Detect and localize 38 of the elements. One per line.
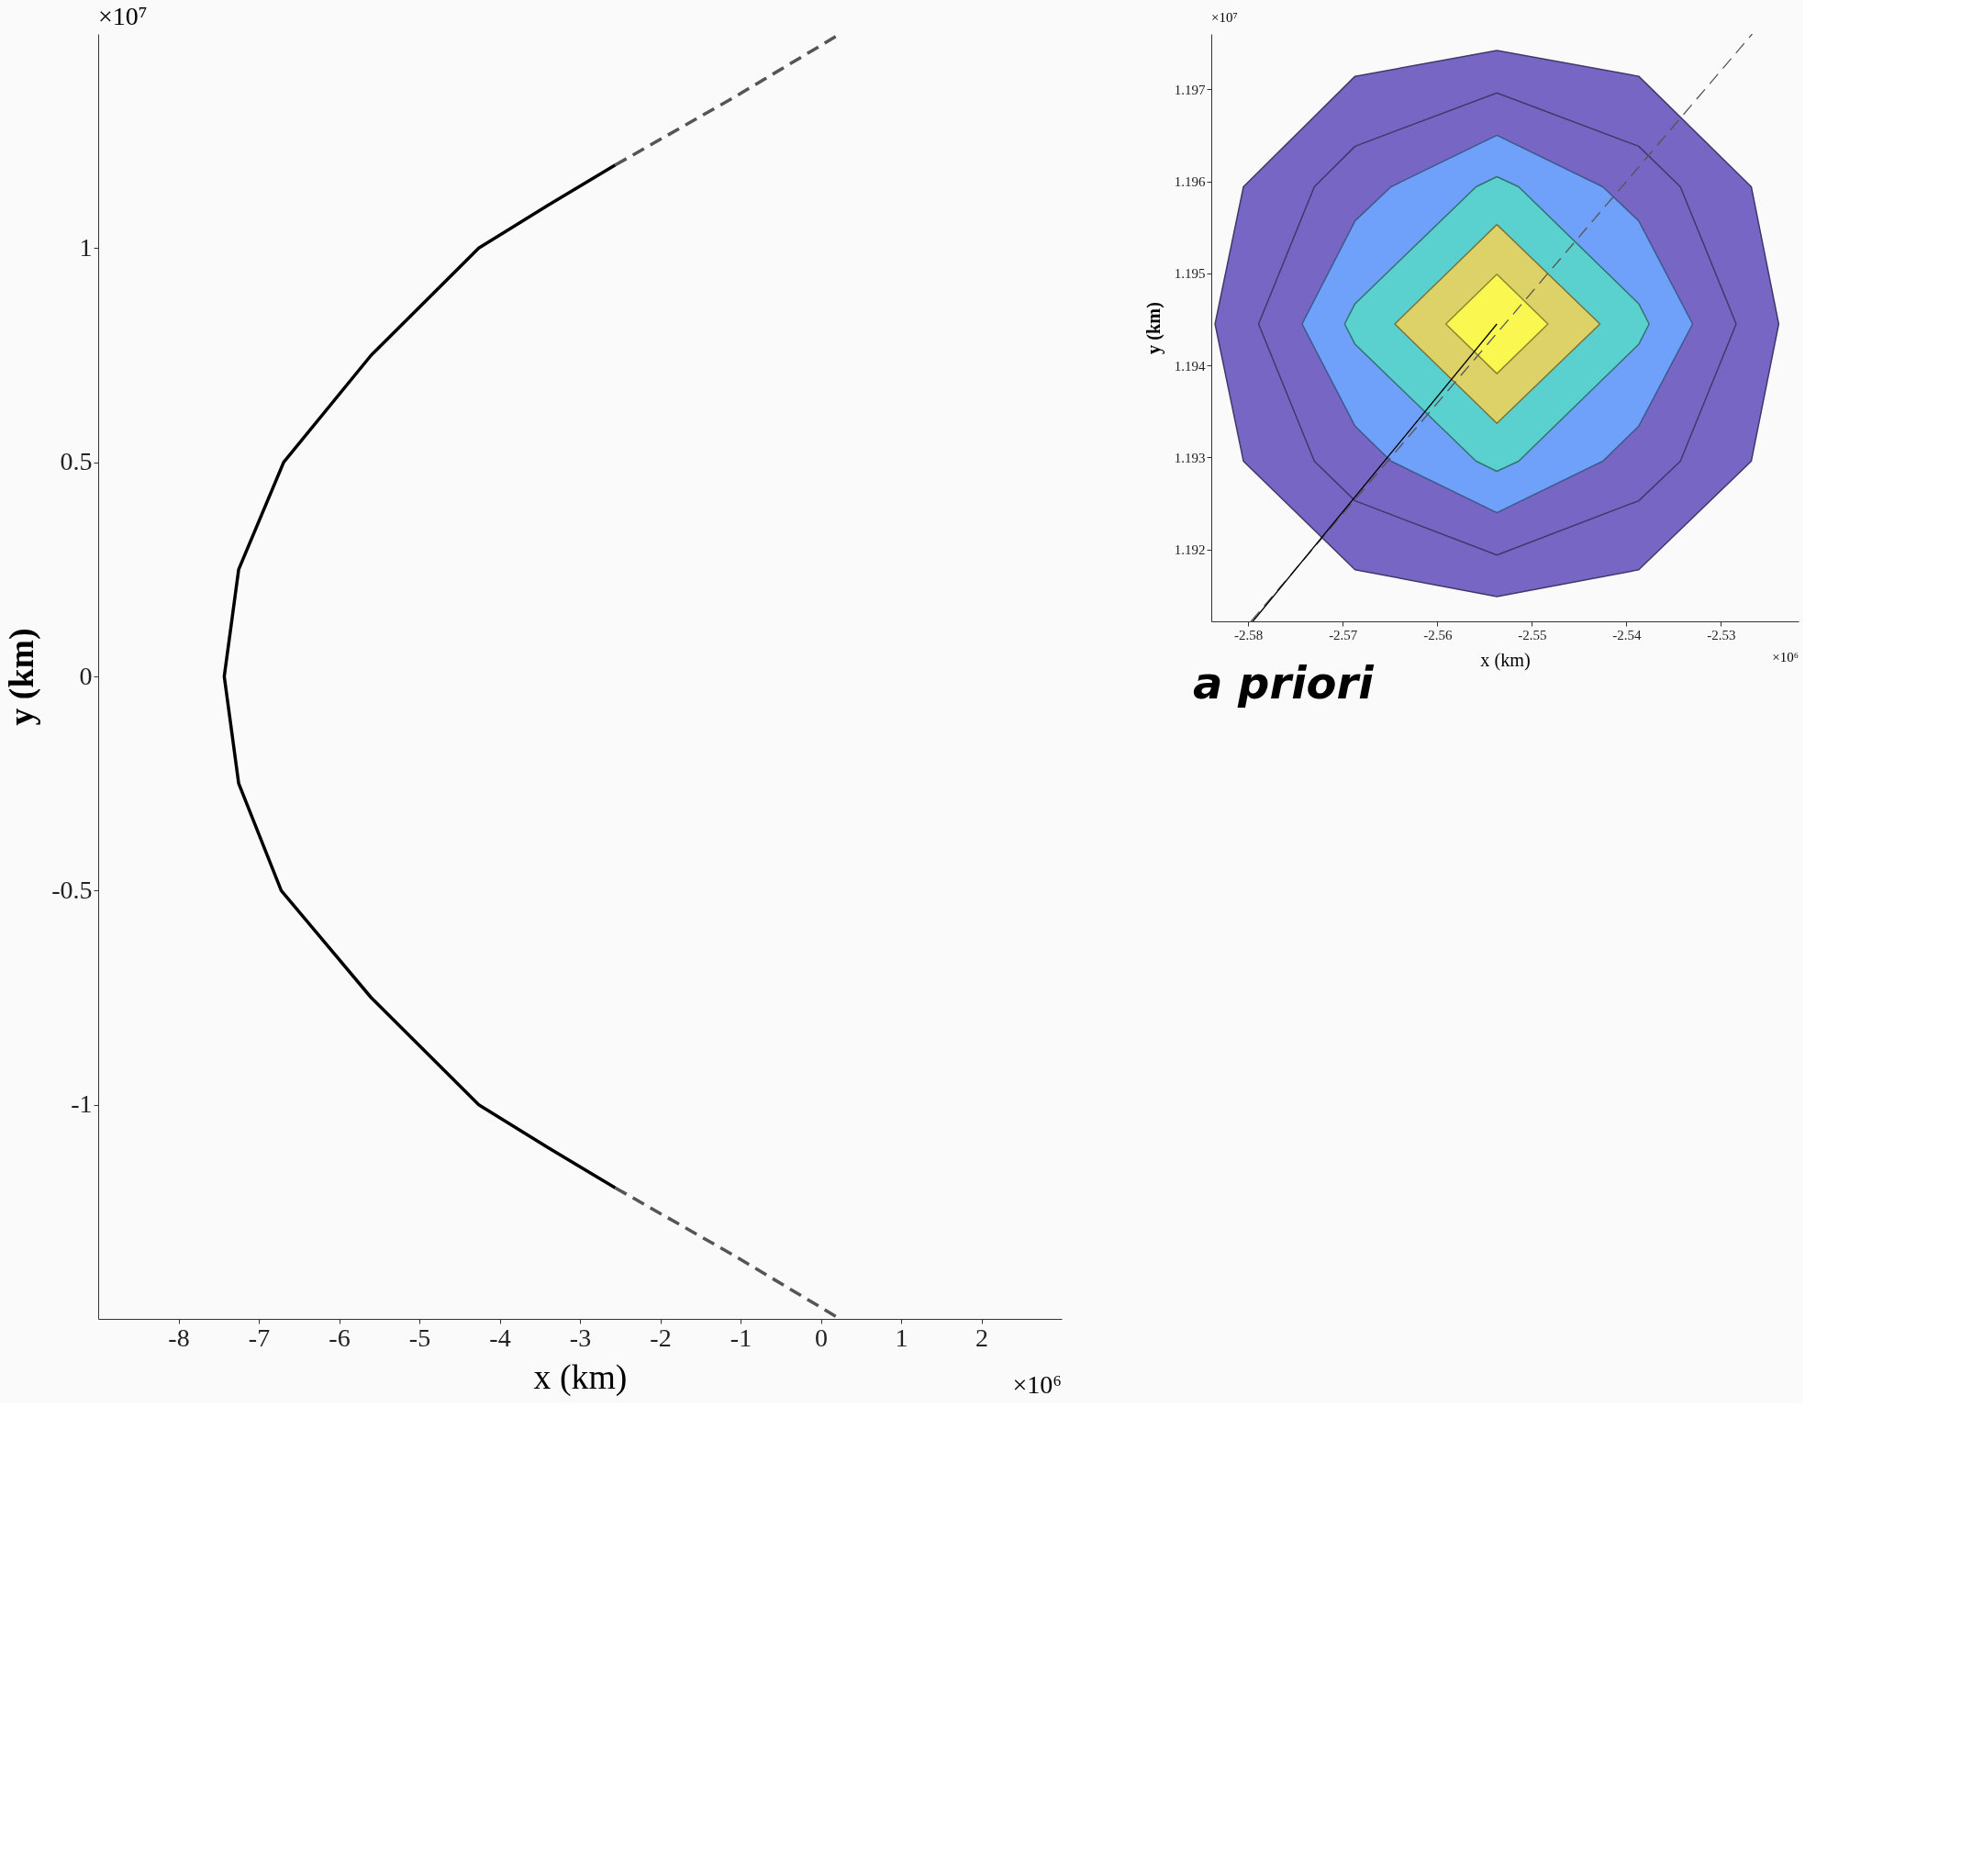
x-tick-label: -6	[329, 1323, 351, 1352]
x-tick-label: -7	[248, 1323, 271, 1352]
text: a priori	[1193, 657, 1375, 709]
y-tick-label: 1	[79, 232, 93, 262]
x-tick-label: -3	[569, 1323, 592, 1352]
y-tick-label: 1.193	[1174, 450, 1206, 465]
x-tick-label: -2.54	[1612, 627, 1643, 642]
x-tick-label: -2.57	[1329, 627, 1358, 642]
y-tick-label: 0.5	[60, 447, 93, 476]
y-axis-title: y (km)	[2, 628, 42, 726]
x-tick-label: -8	[168, 1323, 190, 1352]
y-axis-title: y (km)	[1142, 302, 1164, 354]
y-tick-label: 1.197	[1174, 82, 1206, 97]
y-tick-label: -1	[71, 1089, 93, 1119]
text: ×10⁷	[1211, 10, 1238, 25]
x-tick-label: -2.58	[1234, 627, 1264, 642]
text: ×10⁶	[1772, 650, 1799, 664]
text: ×10⁷	[98, 2, 148, 30]
x-tick-label: 1	[895, 1323, 908, 1352]
text: ×10⁶	[1012, 1369, 1062, 1399]
x-axis-title: x (km)	[533, 1357, 628, 1397]
x-tick-label: -4	[489, 1323, 511, 1352]
x-tick-label: -2	[650, 1323, 672, 1352]
x-tick-label: 2	[975, 1323, 988, 1352]
x-tick-label: -1	[730, 1323, 752, 1352]
x-tick-label: 0	[815, 1323, 828, 1352]
x-tick-label: -5	[408, 1323, 431, 1352]
y-tick-label: 1.194	[1174, 358, 1206, 374]
x-axis-title: x (km)	[1480, 649, 1531, 671]
y-tick-label: 0	[79, 661, 93, 690]
x-tick-label: -2.56	[1423, 627, 1453, 642]
y-tick-label: 1.192	[1174, 542, 1206, 558]
y-tick-label: -0.5	[51, 875, 93, 904]
x-tick-label: -2.53	[1707, 627, 1736, 642]
y-tick-label: 1.196	[1174, 174, 1206, 189]
x-tick-label: -2.55	[1518, 627, 1547, 642]
line-series	[222, 163, 618, 1189]
y-tick-label: 1.195	[1174, 266, 1206, 282]
